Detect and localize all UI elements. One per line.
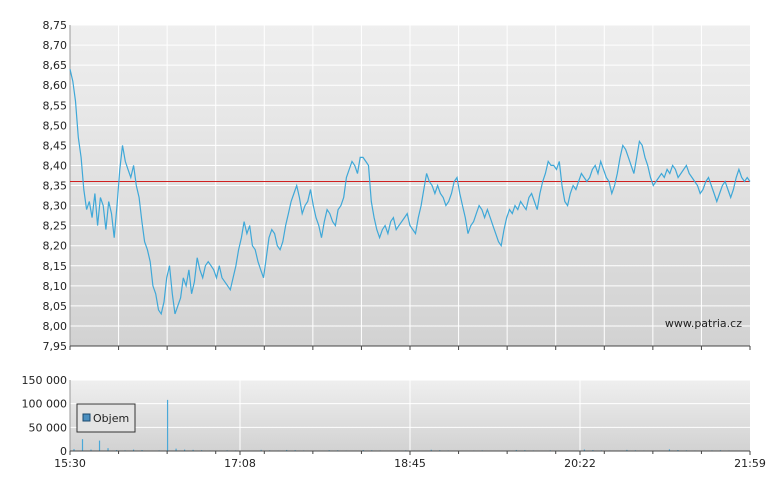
legend-swatch xyxy=(82,413,91,422)
price-y-tick-label: 8,40 xyxy=(43,159,68,172)
x-tick-label: 15:30 xyxy=(54,457,86,470)
x-tick-label: 20:22 xyxy=(564,457,596,470)
price-y-tick-label: 8,70 xyxy=(43,39,68,52)
watermark: www.patria.cz xyxy=(665,317,742,330)
price-y-tick-label: 7,95 xyxy=(43,340,68,353)
price-y-tick-label: 8,60 xyxy=(43,79,68,92)
price-y-tick-label: 8,75 xyxy=(43,19,68,32)
price-y-tick-label: 8,65 xyxy=(43,59,68,72)
price-y-tick-label: 8,25 xyxy=(43,220,68,233)
volume-chart: 0 50 000 100 000 150 000 15:30 17:08 18:45 20:2… xyxy=(22,374,766,470)
volume-y-tick-label: 150 000 xyxy=(22,374,68,387)
price-y-tick-label: 8,35 xyxy=(43,180,68,193)
legend-label: Objem xyxy=(93,412,129,425)
volume-y-tick-label: 0 xyxy=(60,445,67,458)
x-tick-label: 17:08 xyxy=(224,457,256,470)
price-y-tick-label: 8,20 xyxy=(43,240,68,253)
price-series-line xyxy=(69,68,751,316)
price-y-tick-label: 8,00 xyxy=(43,320,68,333)
price-y-tick-label: 8,05 xyxy=(43,300,68,313)
volume-y-tick-label: 50 000 xyxy=(29,421,68,434)
price-y-tick-label: 8,30 xyxy=(43,200,68,213)
price-y-tick-label: 8,50 xyxy=(43,119,68,132)
volume-y-tick-label: 100 000 xyxy=(22,398,68,411)
price-y-tick-label: 8,55 xyxy=(43,99,68,112)
price-y-tick-label: 8,15 xyxy=(43,260,68,273)
legend: Objem xyxy=(76,403,136,433)
price-y-tick-label: 8,10 xyxy=(43,280,68,293)
x-tick-label: 18:45 xyxy=(394,457,426,470)
price-y-tick-label: 8,45 xyxy=(43,139,68,152)
x-tick-label: 21:59 xyxy=(734,457,766,470)
price-chart: 7,95 8,00 8,05 8,10 8,15 8,20 8,25 8,30 8,35 8,40… xyxy=(43,19,751,353)
